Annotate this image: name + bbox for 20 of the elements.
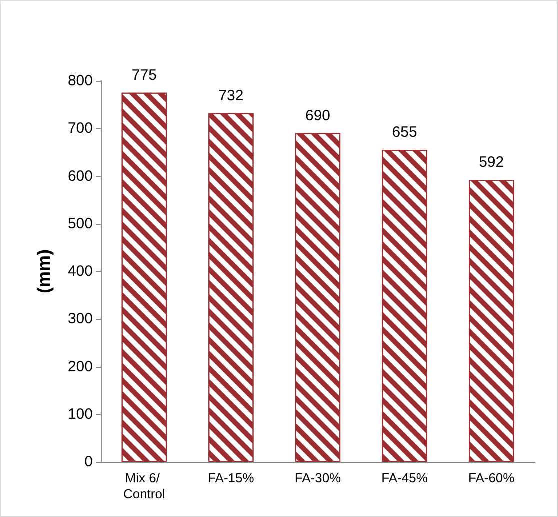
data-label: 690 [305, 107, 331, 124]
y-tick-label: 600 [68, 168, 93, 185]
y-tick-label: 300 [68, 310, 93, 328]
y-tick-label: 400 [68, 263, 93, 280]
data-label: 655 [392, 124, 418, 142]
data-label: 732 [218, 87, 244, 104]
y-tick-label: 500 [68, 215, 93, 232]
y-tick-label: 700 [68, 120, 93, 138]
y-axis-title: (mm) [34, 249, 54, 294]
x-tick-label: FA-15% [208, 470, 255, 486]
y-tick-label: 800 [68, 72, 93, 90]
x-tick-label: FA-30% [294, 470, 342, 486]
y-tick-label: 100 [68, 406, 93, 423]
y-tick-label: 200 [68, 358, 93, 376]
y-tick-label: 0 [84, 454, 93, 470]
data-label: 592 [479, 154, 504, 172]
x-tick-label: FA-45% [382, 470, 428, 486]
x-tick-label: FA-60% [468, 470, 516, 486]
data-label: 775 [132, 66, 157, 84]
x-tick-label: Mix 6/ Control [123, 470, 166, 502]
